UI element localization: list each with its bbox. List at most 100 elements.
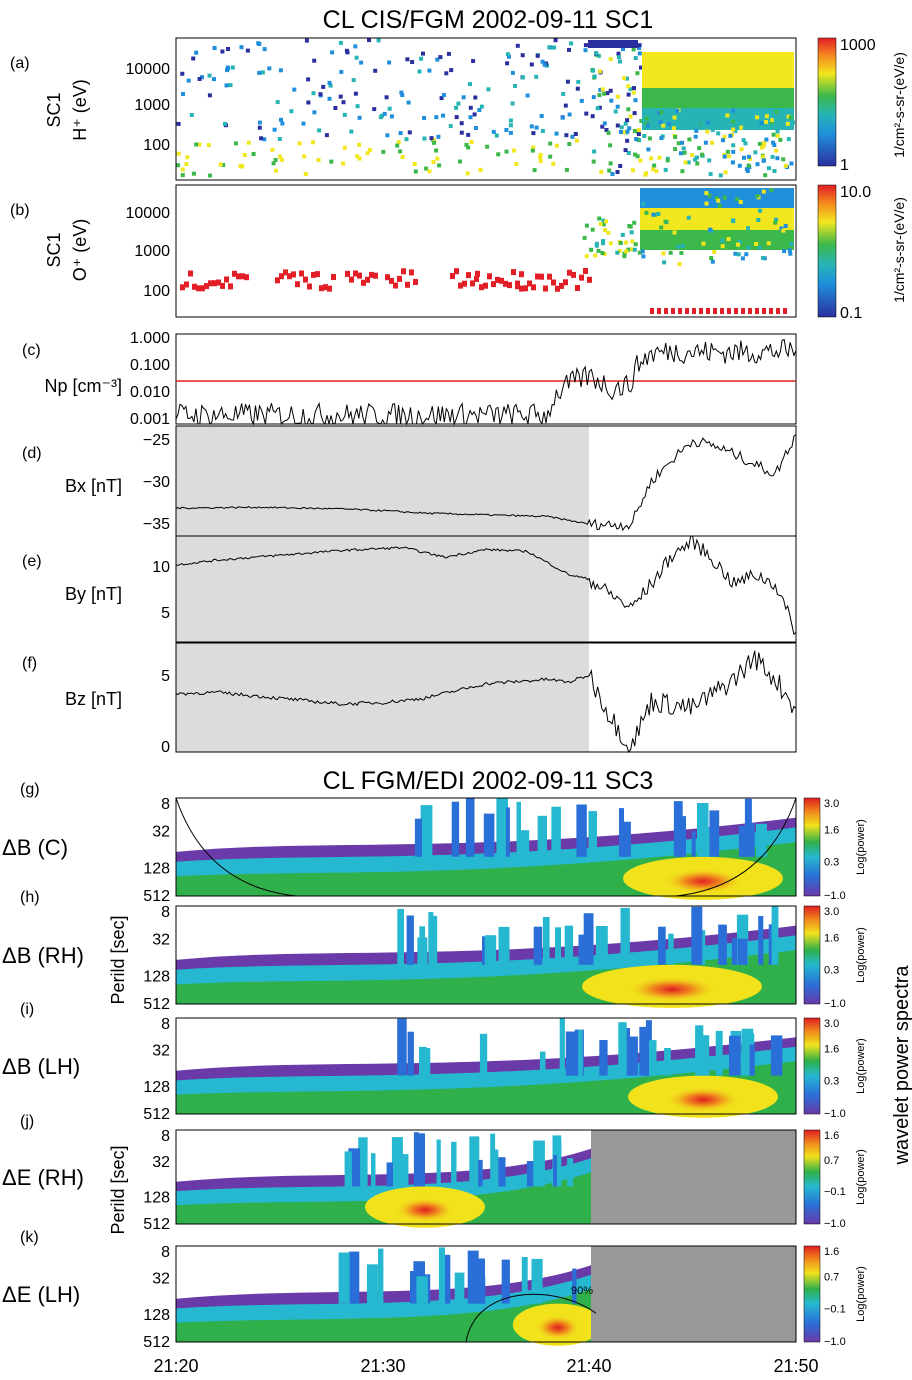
spectrogram-cell bbox=[775, 133, 780, 138]
spectrogram-cell bbox=[401, 268, 406, 275]
spectrogram-cell bbox=[601, 239, 606, 243]
spectrogram-cell bbox=[432, 140, 437, 145]
spectrogram-cell bbox=[357, 142, 362, 147]
spectrogram-cell bbox=[633, 242, 638, 247]
spectrogram-cell bbox=[508, 130, 513, 135]
spectrogram-cell bbox=[622, 130, 627, 135]
spectrogram-cell bbox=[722, 154, 727, 159]
spectrogram-cell bbox=[598, 87, 603, 92]
spectrogram-cell bbox=[584, 254, 589, 259]
panel-d-label: (d) bbox=[22, 445, 42, 462]
spectrogram-cell bbox=[761, 143, 766, 148]
spectrogram-cell bbox=[720, 244, 725, 249]
wavelet-finger bbox=[599, 1040, 608, 1076]
spectrogram-cell bbox=[633, 56, 638, 60]
spectrogram-cell bbox=[569, 41, 574, 46]
wavelet-finger bbox=[553, 1155, 558, 1187]
wavelet-finger bbox=[649, 1040, 657, 1076]
spectrogram-cell bbox=[349, 276, 354, 283]
spectrogram-cell bbox=[207, 173, 212, 178]
spectrogram-cell bbox=[757, 245, 762, 250]
wavelet-finger bbox=[494, 1157, 506, 1187]
wavelet-finger bbox=[397, 908, 404, 965]
panel-g: (g) ΔB (C) 8 32 128 512 3.0 1.6 0.3 −1.0 Log(power… bbox=[2, 781, 867, 905]
spectrogram-cell bbox=[593, 253, 598, 258]
spectrogram-cell bbox=[567, 112, 572, 117]
spectrogram-cell bbox=[471, 59, 476, 63]
spectrogram-cell bbox=[385, 274, 390, 281]
spectrogram-cell bbox=[707, 158, 712, 163]
spectrogram-cell bbox=[200, 75, 204, 80]
spectrogram-cell bbox=[726, 237, 731, 242]
spectrogram-cell bbox=[584, 223, 589, 228]
spectrogram-cell bbox=[324, 133, 329, 138]
panel-c-ytick-3: 0.001 bbox=[130, 411, 170, 428]
wavelet-finger bbox=[351, 1268, 357, 1304]
spectrogram-cell bbox=[637, 43, 642, 48]
spectrogram-cell bbox=[659, 136, 664, 141]
panel-c: (c) Np [cm⁻³] 1.000 0.100 0.010 0.001 bbox=[22, 330, 797, 428]
spectrogram-cell bbox=[775, 199, 780, 204]
spectrogram-cell bbox=[327, 80, 332, 85]
panel-a-cbar-max: 1000 bbox=[840, 37, 876, 54]
spectrogram-cell bbox=[381, 149, 386, 154]
wavelet-finger bbox=[501, 1259, 510, 1304]
spectrogram-cell bbox=[176, 121, 181, 126]
spectrogram-cell bbox=[787, 248, 792, 253]
spectrogram-cell bbox=[468, 105, 473, 110]
spectrogram-cell bbox=[781, 157, 786, 162]
spectrogram-cell bbox=[782, 249, 787, 254]
spectrogram-cell bbox=[224, 276, 229, 283]
spectrogram-cell bbox=[399, 90, 404, 95]
spectrogram-cell bbox=[280, 121, 285, 126]
spectrogram-cell bbox=[627, 224, 632, 228]
wavelet-finger bbox=[407, 1031, 414, 1076]
spectrogram-cell bbox=[469, 140, 474, 144]
wavelet-finger bbox=[521, 1257, 528, 1304]
wavelet-finger bbox=[378, 1248, 384, 1304]
spectrogram-cell bbox=[624, 240, 629, 245]
panel-e-ylabel: By [nT] bbox=[65, 584, 122, 604]
spectrogram-cell bbox=[279, 157, 284, 162]
wavelet-hotspot bbox=[535, 1315, 581, 1341]
spectrogram-cell bbox=[741, 308, 745, 314]
wavelet-finger bbox=[338, 1252, 350, 1304]
spectrogram-cell bbox=[707, 193, 712, 198]
spectrogram-cell bbox=[413, 169, 418, 174]
spectrogram-cell bbox=[486, 87, 491, 92]
spectrogram-cell bbox=[372, 107, 377, 112]
spectrogram-cell bbox=[543, 285, 548, 292]
spectrogram-cell bbox=[731, 219, 736, 224]
spectrogram-cell bbox=[713, 308, 717, 314]
spectrogram-cell bbox=[673, 147, 678, 151]
spectrogram-cell bbox=[369, 271, 374, 278]
spectrogram-cell bbox=[312, 110, 317, 115]
spectrogram-cell bbox=[717, 203, 722, 208]
spectrogram-cell bbox=[311, 140, 315, 145]
spectrogram-cell bbox=[323, 284, 328, 291]
spectrogram-cell bbox=[317, 128, 322, 133]
spectrogram-cell bbox=[272, 127, 277, 132]
spectrogram-cell bbox=[504, 149, 509, 154]
wavelet-hotspot bbox=[665, 1087, 741, 1113]
spectrogram-cell bbox=[563, 103, 568, 108]
panel-i-ytick-1: 32 bbox=[152, 1043, 170, 1060]
wavelet-finger bbox=[498, 926, 510, 965]
spectrogram-cell bbox=[762, 140, 767, 145]
wavelet-finger bbox=[467, 1250, 479, 1304]
spectrogram-cell bbox=[466, 272, 471, 279]
spectrogram-cell bbox=[270, 147, 275, 152]
panel-a-ytick-1: 1000 bbox=[134, 97, 170, 114]
panel-e-by-line bbox=[176, 535, 797, 636]
panel-h-cbar-tick-3: −1.0 bbox=[824, 998, 846, 1010]
spectrogram-cell bbox=[629, 230, 634, 235]
spectrogram-cell bbox=[354, 55, 359, 60]
spectrogram-cell bbox=[355, 104, 360, 109]
spectrogram-cell bbox=[257, 70, 262, 75]
spectrogram-cell bbox=[736, 252, 741, 257]
spectrogram-cell bbox=[262, 137, 267, 142]
spectrogram-cell bbox=[731, 149, 736, 154]
spectrogram-cell bbox=[462, 280, 467, 287]
spectrogram-cell bbox=[478, 167, 483, 172]
spectrogram-cell bbox=[575, 86, 580, 91]
